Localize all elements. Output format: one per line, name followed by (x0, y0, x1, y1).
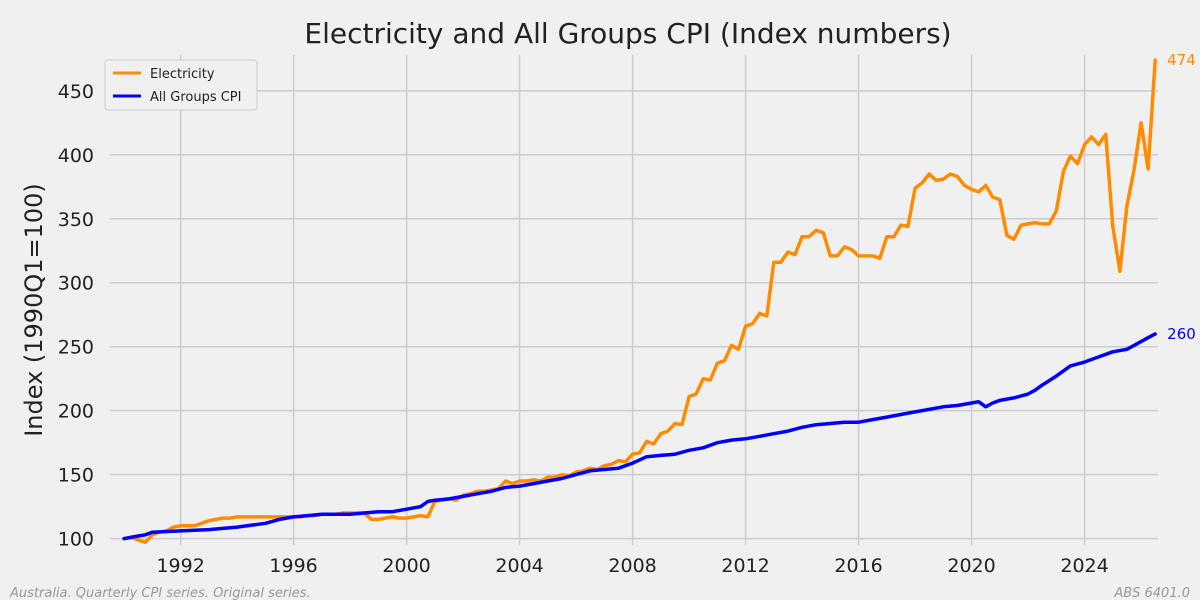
series-line-all-groups-cpi (122, 332, 1157, 541)
y-tick-label: 100 (58, 529, 94, 551)
x-tick-label: 2016 (834, 555, 882, 577)
chart-title: Electricity and All Groups CPI (Index nu… (304, 17, 951, 50)
legend-box (104, 59, 258, 111)
legend-label-cpi: All Groups CPI (150, 90, 241, 105)
x-tick-label: 2024 (1060, 555, 1108, 577)
x-tick-label: 2008 (608, 555, 656, 577)
x-tick-label: 2004 (495, 555, 543, 577)
x-tick-label: 1996 (269, 555, 317, 577)
end-value-labels: 474 260 (1167, 51, 1196, 343)
y-tick-label: 300 (58, 273, 94, 295)
y-axis-label: Index (1990Q1=100) (20, 183, 48, 437)
end-label-all-groups-cpi: 260 (1167, 325, 1196, 343)
footnote-source-description: Australia. Quarterly CPI series. Origina… (9, 586, 311, 600)
y-tick-label: 400 (58, 145, 94, 167)
y-tick-label: 250 (58, 337, 94, 359)
y-tick-label: 150 (58, 465, 94, 487)
end-label-electricity: 474 (1167, 51, 1196, 69)
footnote-source-id: ABS 6401.0 (1113, 586, 1190, 600)
x-tick-label: 2012 (721, 555, 769, 577)
x-axis-ticks: 1992 1996 2000 2004 2008 2012 2016 2020 2024 (156, 555, 1108, 577)
y-tick-label: 450 (58, 81, 94, 103)
legend-label-electricity: Electricity (150, 67, 215, 82)
series-lines (122, 58, 1157, 545)
legend: Electricity All Groups CPI (104, 59, 258, 111)
y-tick-label: 350 (58, 209, 94, 231)
y-tick-label: 200 (58, 401, 94, 423)
x-tick-label: 1992 (156, 555, 204, 577)
y-axis-ticks: 100 150 200 250 300 350 400 450 (58, 81, 94, 551)
x-tick-label: 2020 (947, 555, 995, 577)
x-tick-label: 2000 (382, 555, 430, 577)
grid-lines (110, 55, 1158, 545)
